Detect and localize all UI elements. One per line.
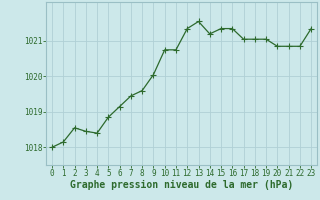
X-axis label: Graphe pression niveau de la mer (hPa): Graphe pression niveau de la mer (hPa): [70, 180, 293, 190]
